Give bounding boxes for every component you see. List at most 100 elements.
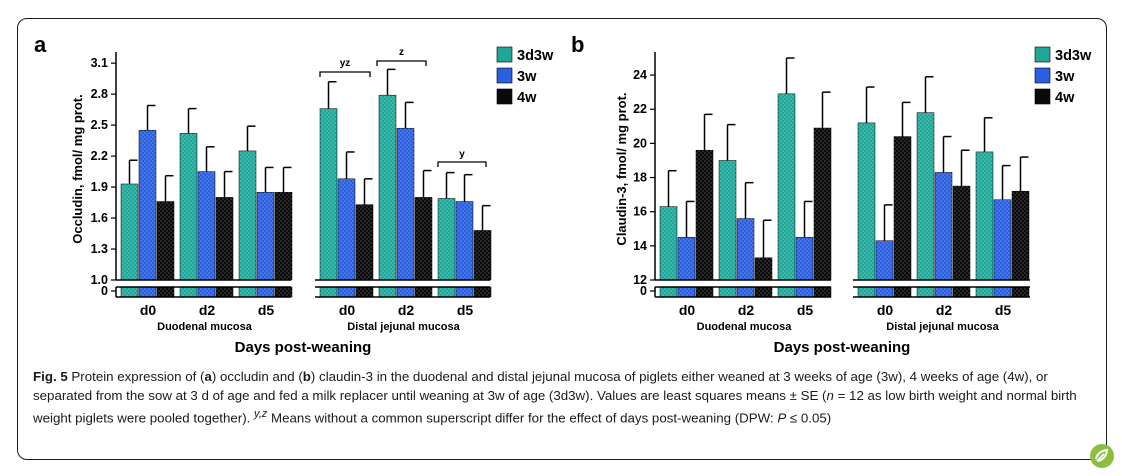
bar-stub	[677, 286, 696, 298]
legend-swatch	[496, 67, 513, 84]
bar	[274, 191, 293, 281]
x-tick-label: d5	[995, 302, 1012, 318]
bar	[875, 240, 894, 281]
bar-stub	[975, 286, 994, 298]
bar-stub	[179, 286, 198, 298]
bar-stub	[916, 286, 935, 298]
x-tick-label: d0	[339, 302, 356, 318]
x-tick-label: d2	[936, 302, 953, 318]
bar	[857, 122, 876, 281]
significance-label: yz	[340, 58, 351, 69]
bar-stub	[355, 286, 374, 298]
significance-bracket	[437, 161, 487, 167]
y-axis-label: Claudin-3, fmol/ mg prot.	[614, 92, 629, 245]
bar-stub	[138, 286, 157, 298]
legend-label: 3d3w	[1055, 48, 1092, 64]
bar	[437, 198, 456, 281]
legend-swatch	[1034, 67, 1051, 84]
bar-stub	[993, 286, 1012, 298]
bar-stub	[777, 286, 796, 298]
group-label: Duodenal mucosa	[697, 321, 793, 333]
bar-stub	[396, 286, 415, 298]
x-axis-label: Days post-weaning	[774, 339, 911, 356]
caption-text: = 12 as low birth weight and normal birt…	[33, 387, 1077, 426]
legend-label: 3d3w	[517, 48, 554, 64]
legend-swatch	[496, 46, 513, 63]
bar	[718, 160, 737, 281]
bar	[215, 197, 234, 281]
caption-text: ≤ 0.05)	[786, 410, 832, 426]
bar	[473, 230, 492, 281]
bar	[1011, 190, 1030, 281]
figure-frame	[17, 18, 1107, 460]
bar	[337, 178, 356, 281]
y-tick-label: 14	[633, 239, 647, 253]
bar	[138, 130, 157, 281]
caption-panel-b: b	[302, 369, 311, 384]
significance-label: y	[459, 149, 465, 160]
y-tick-label: 1.9	[91, 180, 108, 194]
bar-stub	[256, 286, 275, 298]
y-tick-label: 3.1	[91, 56, 108, 70]
bar	[795, 237, 814, 281]
x-tick-label: d0	[877, 302, 894, 318]
y-tick-label: 22	[633, 102, 647, 116]
bar	[156, 201, 175, 281]
y-tick-label: 20	[633, 136, 647, 150]
bar-stub	[893, 286, 912, 298]
bar	[736, 218, 755, 281]
bar-stub	[695, 286, 714, 298]
y-tick-label: 1.6	[91, 211, 108, 225]
bar-stub	[659, 286, 678, 298]
x-tick-label: d0	[679, 302, 696, 318]
bar-stub	[754, 286, 773, 298]
legend-swatch	[1034, 46, 1051, 63]
bar-stub	[120, 286, 139, 298]
x-tick-label: d5	[457, 302, 474, 318]
y-axis-label: Occludin, fmol/ mg prot.	[70, 94, 85, 244]
bar-stub	[795, 286, 814, 298]
legend-label: 4w	[1055, 90, 1075, 106]
y-tick-label: 1.0	[91, 273, 108, 287]
significance-label: z	[399, 47, 404, 58]
y-tick-label: 2.2	[91, 149, 108, 163]
figure-caption: Fig. 5 Protein expression of (a) occludi…	[33, 368, 1083, 428]
caption-text: Protein expression of (	[67, 369, 205, 384]
bar	[916, 112, 935, 281]
caption-n: n	[826, 387, 834, 403]
bar-stub	[197, 286, 216, 298]
significance-bracket	[376, 60, 427, 66]
bar-stub	[437, 286, 456, 298]
panel-label: a	[34, 32, 47, 57]
bar-stub	[414, 286, 433, 298]
x-tick-label: d2	[199, 302, 216, 318]
caption-superscript: y,z	[254, 408, 268, 420]
group-label: Distal jejunal mucosa	[347, 321, 460, 333]
legend-label: 4w	[517, 90, 537, 106]
y-tick-label: 2.5	[91, 118, 108, 132]
y-tick-label: 18	[633, 171, 647, 185]
x-tick-label: d2	[738, 302, 755, 318]
x-tick-label: d5	[797, 302, 814, 318]
bar-stub	[1011, 286, 1030, 298]
bar	[120, 183, 139, 281]
x-tick-label: d5	[258, 302, 275, 318]
bar-stub	[337, 286, 356, 298]
y-tick-label: 16	[633, 205, 647, 219]
bar	[777, 93, 796, 281]
group-label: Distal jejunal mucosa	[886, 321, 999, 333]
legend-label: 3w	[1055, 69, 1075, 85]
x-axis-label: Days post-weaning	[235, 339, 372, 356]
bar	[355, 204, 374, 281]
bar	[659, 206, 678, 281]
bar	[893, 136, 912, 281]
y-tick-label: 1.3	[91, 242, 108, 256]
bar	[993, 199, 1012, 281]
y-tick-label: 24	[633, 68, 647, 82]
bar	[319, 108, 338, 281]
bar-stub	[378, 286, 397, 298]
caption-text: Means without a common superscript diffe…	[267, 410, 778, 426]
bar-stub	[857, 286, 876, 298]
bar	[813, 127, 832, 281]
